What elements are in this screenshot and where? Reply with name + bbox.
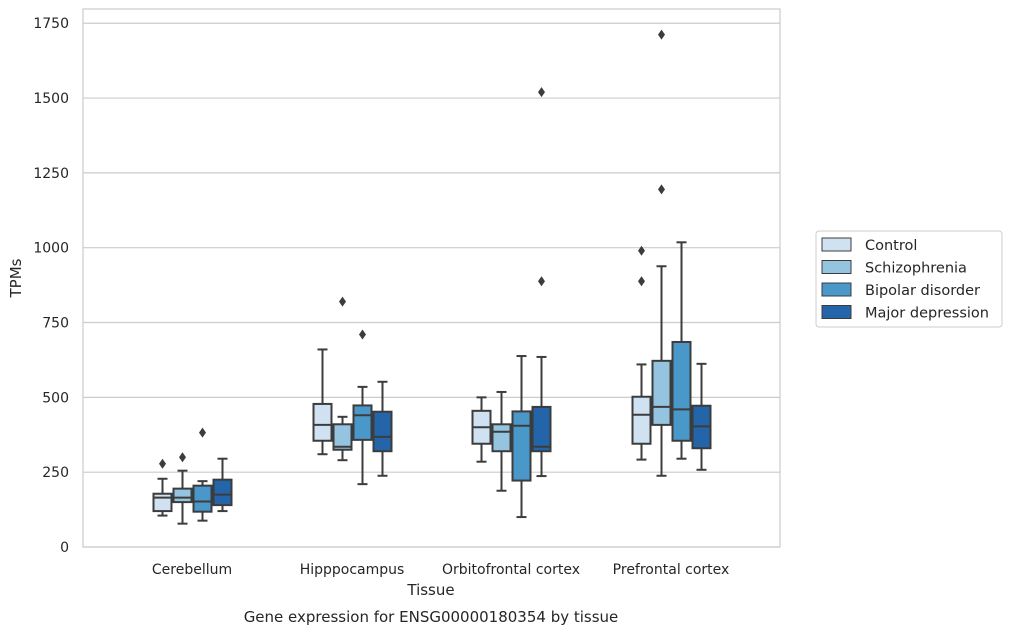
outlier-point xyxy=(359,329,366,340)
y-tick-label: 1250 xyxy=(33,166,69,182)
x-tick-label: Orbitofrontal cortex xyxy=(442,562,580,578)
box-0-2 xyxy=(471,396,492,463)
box-body xyxy=(312,402,333,442)
legend-label: Schizophrenia xyxy=(865,261,967,277)
outlier-point xyxy=(159,458,166,469)
box-body xyxy=(152,492,173,513)
chart-title: Gene expression for ENSG00000180354 by t… xyxy=(244,608,619,626)
box-2-2 xyxy=(511,355,532,519)
box-3-2 xyxy=(531,87,552,478)
box-0-3 xyxy=(631,245,652,461)
box-body xyxy=(531,405,552,453)
box-1-2 xyxy=(491,390,512,492)
y-tick-label: 1500 xyxy=(33,91,69,107)
y-tick-label: 250 xyxy=(42,465,69,481)
box-3-1 xyxy=(372,380,393,477)
legend-swatch xyxy=(821,260,852,274)
y-tick-label: 750 xyxy=(42,316,69,332)
box-body xyxy=(631,395,652,445)
x-tick-label: Prefrontal cortex xyxy=(613,562,730,578)
box-2-1 xyxy=(352,329,373,486)
box-body xyxy=(491,423,512,453)
outlier-point xyxy=(339,296,346,307)
box-2-3 xyxy=(671,241,692,460)
y-axis-label: TPMs xyxy=(7,258,25,298)
box-0-0 xyxy=(152,458,173,517)
outlier-point xyxy=(638,245,645,256)
grid-lines xyxy=(83,22,780,548)
y-tick-label: 0 xyxy=(60,540,69,556)
legend-label: Major depression xyxy=(865,306,989,322)
box-3-0 xyxy=(212,457,233,513)
box-2-0 xyxy=(192,427,213,522)
box-body xyxy=(332,423,353,451)
x-tick-label: Cerebellum xyxy=(152,562,232,578)
outlier-point xyxy=(658,29,665,40)
y-tick-label: 1750 xyxy=(33,16,69,32)
boxes xyxy=(152,29,712,525)
outlier-point xyxy=(199,427,206,438)
box-body xyxy=(192,484,213,513)
legend-swatch xyxy=(821,282,852,297)
box-body xyxy=(212,478,233,507)
x-tick-label: Hipppocampus xyxy=(300,562,405,578)
x-axis-label: Tissue xyxy=(406,581,454,599)
legend-label: Control xyxy=(865,238,917,254)
y-tick-labels: 0 250 500 750 1000 1250 1500 1750 xyxy=(33,16,69,556)
box-body xyxy=(372,410,393,453)
box-0-1 xyxy=(312,348,333,456)
box-body xyxy=(511,410,532,482)
legend: Control Schizophrenia Bipolar disorder Majo… xyxy=(815,230,1003,328)
box-body xyxy=(671,340,692,442)
box-body xyxy=(651,359,672,426)
outlier-point xyxy=(658,184,665,195)
box-1-1 xyxy=(332,296,353,462)
box-body xyxy=(172,487,193,504)
box-1-3 xyxy=(651,29,672,477)
y-tick-label: 1000 xyxy=(33,241,69,257)
legend-frame xyxy=(815,230,1003,328)
legend-label: Bipolar disorder xyxy=(865,283,980,299)
box-3-3 xyxy=(691,362,712,471)
y-tick-label: 500 xyxy=(42,390,69,406)
outlier-point xyxy=(538,276,545,287)
plot-area xyxy=(82,8,781,548)
outlier-point xyxy=(179,452,186,463)
box-1-0 xyxy=(172,452,193,525)
legend-swatch xyxy=(821,237,852,252)
outlier-point xyxy=(538,87,545,98)
x-tick-labels: Cerebellum Hipppocampus Orbitofrontal cort… xyxy=(152,562,729,578)
outlier-point xyxy=(638,276,645,287)
box-body xyxy=(352,404,373,441)
legend-swatch xyxy=(821,305,852,319)
